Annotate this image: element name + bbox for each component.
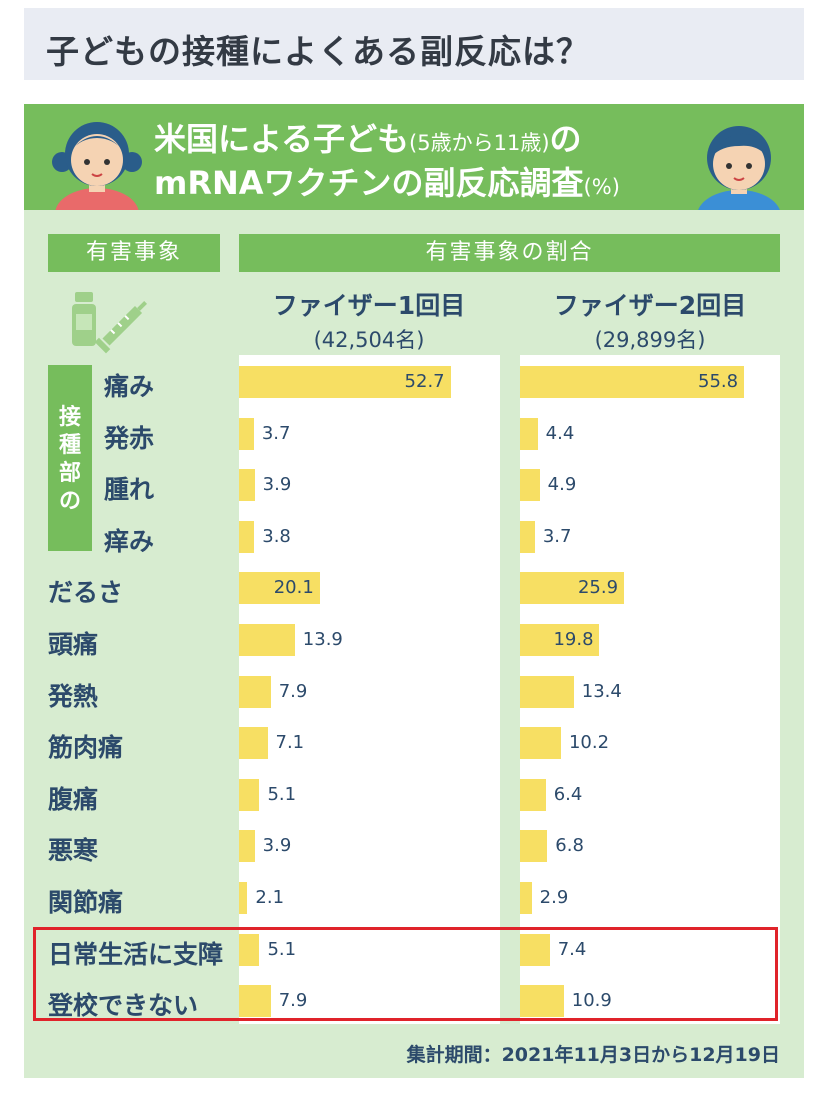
page-title: 子どもの接種によくある副反応は？ (46, 32, 590, 71)
chart-card: 米国による子ども(5歳から11歳)の mRNAワクチンの副反応調査(%) 有害事… (24, 104, 804, 1078)
boy-icon (698, 126, 780, 210)
bar (239, 778, 260, 811)
dose2-title: ファイザー2回目 (553, 291, 747, 320)
data-label: 13.9 (302, 629, 343, 650)
bar (520, 830, 548, 863)
data-label: 7.9 (278, 680, 308, 702)
collection-period: 集計期間：2021年11月3日から12月19日 (406, 1044, 780, 1066)
data-label: 6.4 (553, 783, 583, 805)
dose2-header: ファイザー2回目 (29,899名) (520, 286, 780, 354)
data-label: 55.8 (698, 371, 739, 392)
data-label: 3.9 (262, 835, 292, 857)
banner-title-line2: mRNAワクチンの副反応調査(%) (154, 164, 620, 202)
page-header: 子どもの接種によくある副反応は？ (24, 8, 804, 80)
bar (520, 933, 550, 966)
bar (520, 778, 546, 811)
data-label: 4.4 (545, 422, 575, 444)
bar (239, 624, 295, 656)
category-label: 悪寒 (48, 836, 99, 866)
header-adverse-event: 有害事象 (48, 234, 220, 272)
category-label: 登校できない (48, 991, 199, 1021)
injection-site-char: 部 (58, 461, 81, 486)
category-label: 日常生活に支障 (48, 939, 224, 969)
data-label: 20.1 (273, 577, 314, 599)
data-label: 4.9 (547, 474, 577, 496)
injection-site-char: 接 (58, 405, 81, 430)
bar (520, 417, 538, 450)
bar (520, 572, 624, 605)
bar (520, 882, 532, 914)
data-label: 7.1 (275, 732, 305, 754)
vaccine-icon (72, 292, 148, 354)
category-label: 頭痛 (48, 630, 99, 659)
bar (239, 572, 320, 605)
category-label: 腹痛 (48, 784, 99, 814)
header-adverse-ratio: 有害事象の割合 (239, 234, 780, 272)
category-label: 発熱 (48, 681, 99, 711)
bar (239, 985, 271, 1018)
category-label: だるさ (48, 578, 124, 608)
dose1-panel (239, 355, 500, 1024)
data-label: 2.9 (539, 887, 569, 908)
bar (239, 675, 271, 708)
bar (520, 985, 564, 1018)
bar (239, 933, 260, 966)
bar (520, 727, 561, 760)
injection-site-char: 種 (58, 433, 81, 458)
data-label: 25.9 (577, 577, 619, 599)
bar (239, 469, 255, 502)
bar (520, 469, 540, 502)
bar (520, 366, 744, 398)
category-label: 発赤 (104, 423, 155, 453)
data-label: 6.8 (555, 835, 584, 857)
girl-icon (52, 122, 142, 210)
data-label: 19.8 (553, 629, 594, 650)
category-label: 痛み (104, 372, 155, 401)
bar (239, 520, 255, 553)
bar (239, 366, 451, 398)
data-label: 2.1 (255, 887, 285, 908)
dose2-count: (29,899名) (594, 328, 706, 352)
bar (520, 520, 535, 553)
dose1-title: ファイザー1回目 (272, 291, 466, 320)
data-label: 10.2 (568, 732, 610, 754)
data-label: 3.8 (262, 525, 291, 547)
data-label: 5.1 (267, 938, 297, 960)
injection-site-char: の (58, 489, 81, 514)
data-label: 52.7 (404, 371, 445, 392)
category-label: 痒み (104, 526, 155, 556)
highlight-box (33, 927, 778, 1021)
category-label: 筋肉痛 (48, 733, 124, 763)
data-label: 3.7 (542, 525, 572, 547)
bar (520, 675, 574, 708)
data-label: 3.7 (261, 422, 291, 444)
data-label: 13.4 (581, 680, 622, 702)
dose1-header: ファイザー1回目 (42,504名) (239, 286, 499, 354)
data-label: 5.1 (267, 783, 297, 805)
bar (239, 830, 255, 863)
banner-title-line1: 米国による子ども(5歳から11歳)の (154, 120, 582, 158)
chart-banner: 米国による子ども(5歳から11歳)の mRNAワクチンの副反応調査(%) (24, 104, 804, 210)
bar (239, 727, 268, 760)
bar (239, 417, 254, 450)
bar (520, 624, 600, 656)
category-label: 腫れ (104, 475, 155, 505)
injection-site-group: 接 種 部 の (48, 365, 92, 551)
data-label: 7.9 (278, 990, 308, 1012)
data-label: 10.9 (571, 990, 612, 1012)
category-label: 関節痛 (48, 888, 124, 917)
data-label: 3.9 (262, 474, 292, 496)
data-label: 7.4 (557, 938, 587, 960)
dose1-count: (42,504名) (313, 328, 425, 352)
bar (239, 882, 248, 914)
